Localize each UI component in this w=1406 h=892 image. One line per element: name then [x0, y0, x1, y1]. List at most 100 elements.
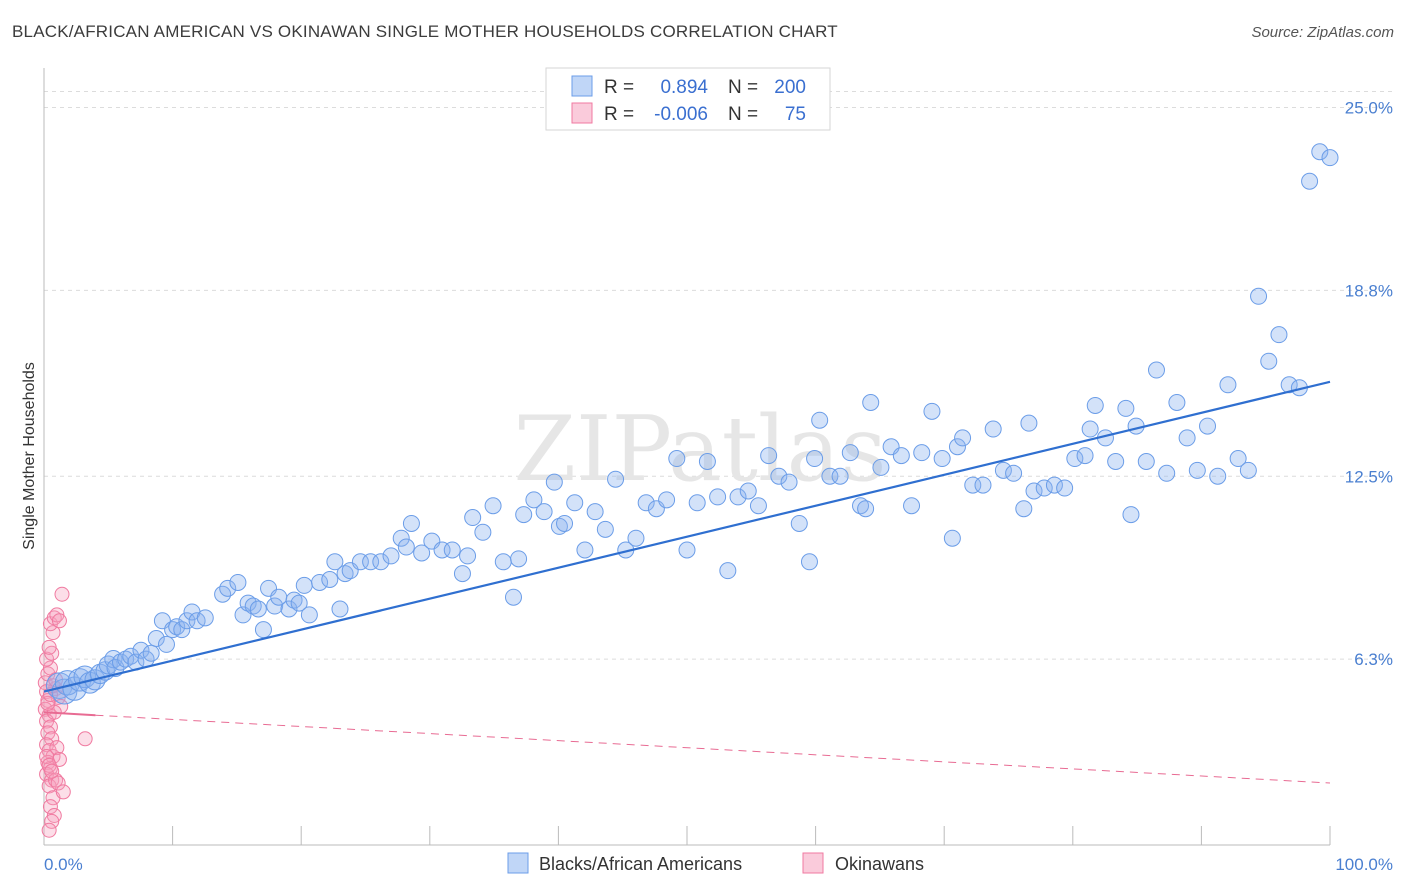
blacks-point: [402, 514, 420, 532]
blacks-point: [857, 500, 875, 518]
blacks-point: [464, 509, 482, 527]
blacks-point: [173, 621, 191, 639]
blacks-point: [1081, 420, 1099, 438]
legend-r-value-2: -0.006: [654, 104, 708, 125]
okinawans-point: [44, 813, 60, 829]
okinawans-point: [51, 613, 67, 629]
blacks-point: [596, 520, 614, 538]
watermark: ZIPatlas: [513, 397, 886, 502]
blacks-point: [413, 544, 431, 562]
blacks-point: [1066, 450, 1084, 468]
blacks-point: [954, 429, 972, 447]
blacks-point: [382, 547, 400, 565]
blacks-point: [254, 621, 272, 639]
blacks-point: [607, 470, 625, 488]
blacks-point: [484, 497, 502, 515]
bottom-legend-swatch-blue: [507, 852, 529, 874]
blacks-point: [709, 488, 727, 506]
blacks-point: [994, 461, 1012, 479]
blacks-point: [780, 473, 798, 491]
x-tick-label-0: 0.0%: [44, 855, 83, 874]
blacks-point: [1168, 394, 1186, 411]
blacks-point: [459, 547, 477, 565]
blacks-point: [244, 597, 262, 615]
blacks-point: [566, 494, 584, 512]
legend-swatch-blue: [571, 75, 593, 97]
trend-lines: [43, 380, 1331, 784]
blacks-point: [178, 612, 196, 630]
blacks-trend-line: [43, 380, 1331, 693]
legend-swatch-pink: [571, 102, 593, 124]
blacks-point: [142, 644, 160, 662]
okinawans-point: [55, 784, 71, 800]
bottom-legend-label-blue: Blacks/African Americans: [539, 854, 742, 874]
legend-r-label-1: R =: [604, 77, 634, 98]
blacks-point: [1056, 479, 1074, 497]
axes: [43, 68, 1331, 846]
source-label: Source: ZipAtlas.com: [1251, 24, 1394, 41]
blacks-point: [576, 541, 594, 559]
blacks-point: [433, 541, 451, 559]
legend: R = 0.894 N = 200 R = -0.006 N = 75: [545, 67, 831, 131]
blacks-point: [545, 473, 563, 491]
okinawans-point: [50, 775, 66, 791]
blacks-point: [321, 571, 339, 588]
blacks-point: [556, 514, 574, 532]
blacks-point: [1229, 450, 1247, 468]
blacks-point: [504, 588, 522, 606]
x-tick-label-1: 100.0%: [1335, 855, 1393, 874]
blacks-point: [525, 491, 543, 509]
blacks-point: [586, 503, 604, 521]
y-axis-label: Single Mother Households: [21, 362, 38, 550]
y-tick-label-3: 25.0%: [1345, 99, 1393, 118]
blacks-point: [1188, 461, 1206, 479]
blacks-point: [266, 597, 284, 615]
blacks-point: [474, 523, 492, 541]
blacks-point: [331, 600, 349, 618]
blacks-point: [790, 514, 808, 532]
blacks-point: [1250, 287, 1268, 305]
blacks-point: [821, 467, 839, 485]
blacks-point: [719, 562, 737, 580]
blacks-point: [1270, 326, 1288, 344]
blacks-point: [892, 447, 910, 465]
blacks-point: [862, 394, 880, 411]
blacks-point: [770, 467, 788, 485]
blacks-point: [157, 635, 175, 653]
blacks-point: [668, 450, 686, 468]
blacks-point: [903, 497, 921, 515]
blacks-point: [1107, 453, 1125, 470]
blacks-point: [1122, 506, 1140, 524]
okinawans-point: [39, 749, 55, 764]
blacks-point: [280, 600, 298, 618]
blacks-point: [760, 447, 778, 465]
legend-n-value-1: 200: [774, 77, 806, 98]
blacks-point: [392, 529, 410, 547]
blacks-point: [627, 529, 645, 547]
legend-r-value-1: 0.894: [660, 77, 708, 98]
blacks-point: [132, 641, 150, 659]
okinawans-point: [41, 822, 57, 838]
okinawans-trend-dashed: [95, 714, 1331, 784]
blacks-point: [831, 467, 849, 485]
blacks-point: [351, 553, 369, 571]
blacks-point: [800, 553, 818, 571]
blacks-point: [112, 653, 130, 671]
blacks-point: [688, 494, 706, 512]
legend-n-value-2: 75: [785, 104, 806, 125]
legend-r-label-2: R =: [604, 104, 634, 125]
blacks-point: [168, 618, 186, 636]
blacks-point: [913, 444, 931, 462]
blacks-point: [300, 606, 318, 624]
blacks-point: [1117, 399, 1135, 417]
blacks-point: [1260, 352, 1278, 370]
blacks-point: [535, 503, 553, 521]
okinawans-point: [44, 731, 60, 747]
grid-lines: [44, 91, 1395, 660]
x-tick-labels: 0.0% 100.0%: [44, 855, 1393, 874]
blacks-point: [117, 650, 135, 668]
blacks-point: [1045, 476, 1063, 494]
okinawans-point: [49, 740, 65, 756]
blacks-point: [964, 476, 982, 494]
legend-n-label-2: N =: [728, 104, 758, 125]
